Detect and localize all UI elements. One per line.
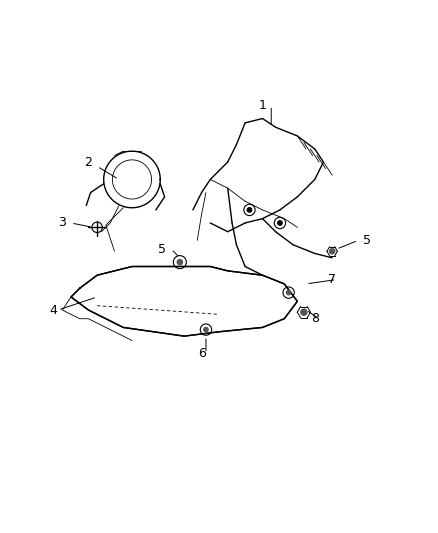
Circle shape: [301, 309, 307, 315]
Circle shape: [204, 327, 208, 332]
Text: 8: 8: [311, 312, 319, 325]
Circle shape: [329, 249, 335, 254]
Text: 7: 7: [328, 273, 336, 286]
Circle shape: [286, 290, 291, 295]
Circle shape: [278, 221, 282, 225]
Text: 1: 1: [258, 99, 266, 112]
Text: 3: 3: [58, 216, 66, 230]
Text: 6: 6: [198, 347, 205, 360]
Circle shape: [177, 260, 183, 265]
Text: 5: 5: [363, 234, 371, 247]
Text: 5: 5: [159, 243, 166, 256]
Polygon shape: [71, 266, 297, 336]
Text: 2: 2: [85, 156, 92, 168]
Circle shape: [247, 208, 252, 212]
Text: 4: 4: [49, 303, 57, 317]
